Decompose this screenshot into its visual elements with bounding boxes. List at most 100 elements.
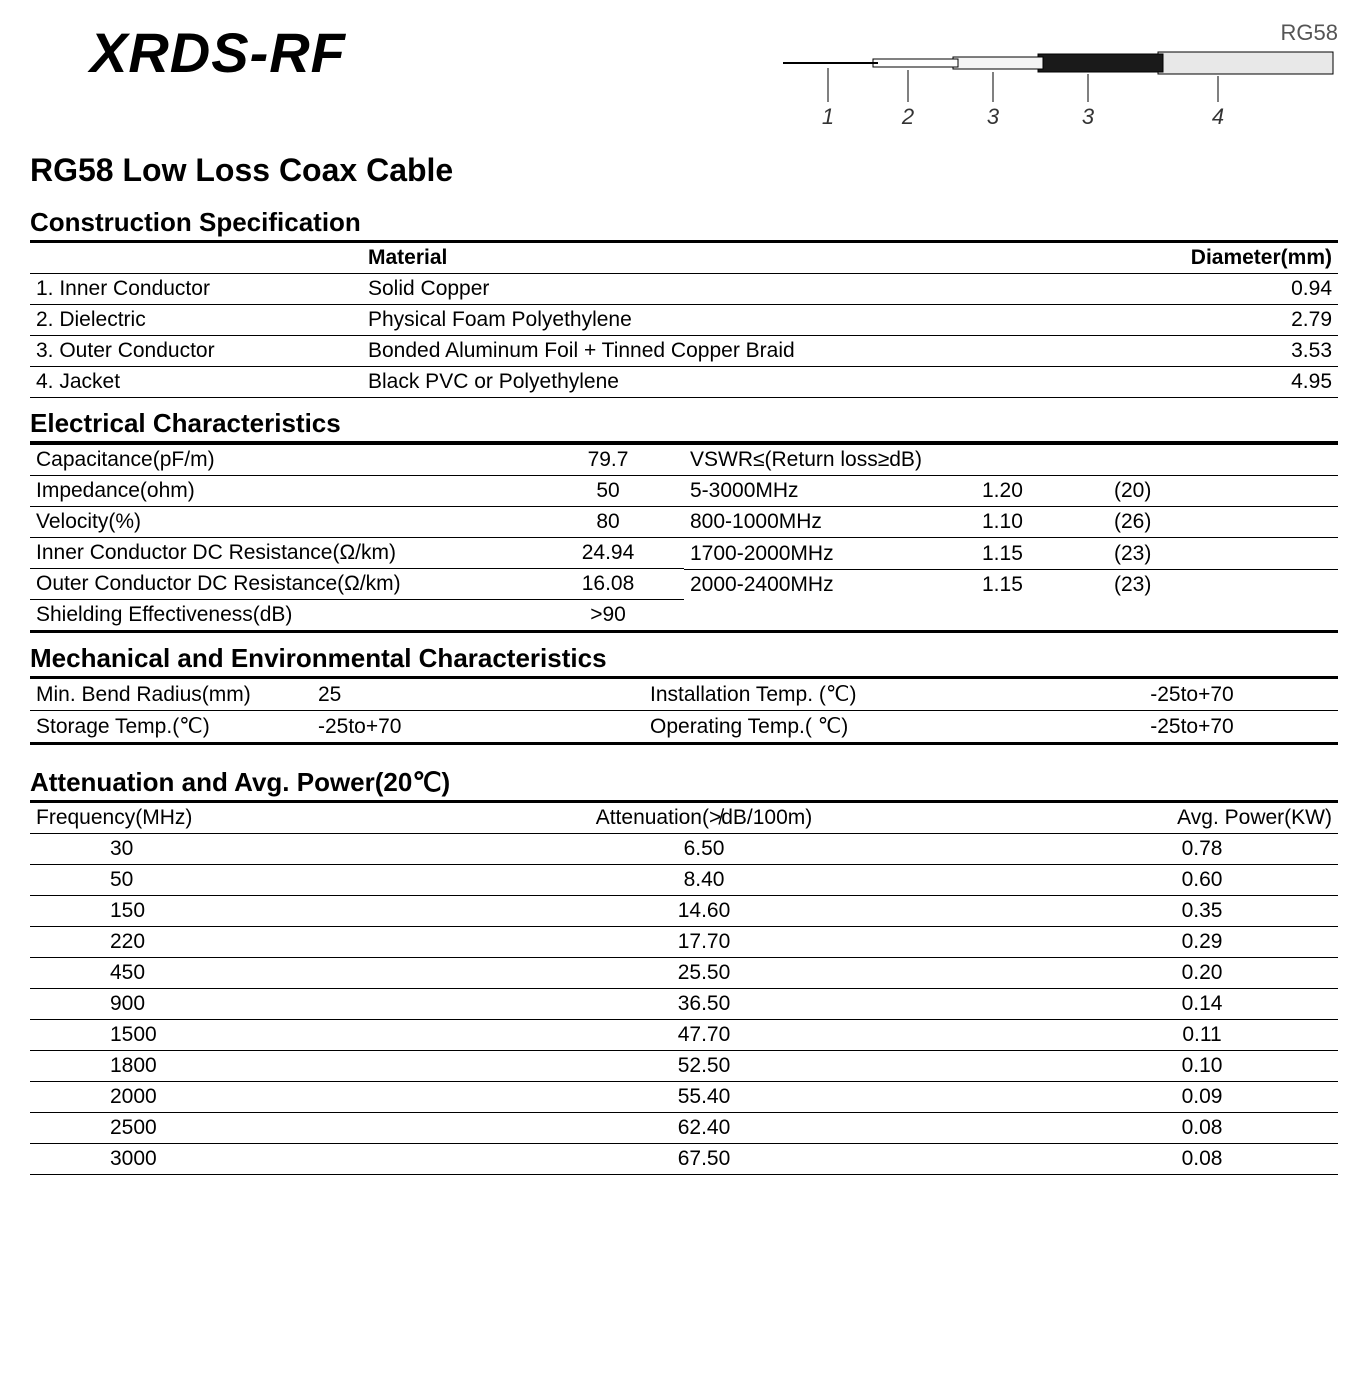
header: XRDS-RF RG58 1 2 3 3 4 bbox=[30, 20, 1338, 144]
freq-value: 220 bbox=[30, 927, 342, 958]
mech-label: Min. Bend Radius(mm) bbox=[30, 678, 312, 711]
elec-value: >90 bbox=[532, 600, 684, 631]
table-row: 200055.400.09 bbox=[30, 1082, 1338, 1113]
freq-value: 450 bbox=[30, 958, 342, 989]
atten-value: 67.50 bbox=[342, 1144, 1066, 1175]
freq-value: 1500 bbox=[30, 1020, 342, 1051]
vswr-range: 800-1000MHz bbox=[684, 507, 976, 538]
mech-value: 25 bbox=[312, 678, 644, 711]
power-value: 0.09 bbox=[1066, 1082, 1338, 1113]
svg-text:3: 3 bbox=[1082, 104, 1095, 129]
power-value: 0.08 bbox=[1066, 1113, 1338, 1144]
atten-value: 25.50 bbox=[342, 958, 1066, 989]
attenuation-table: Frequency(MHz) Attenuation(≯dB/100m) Avg… bbox=[30, 800, 1338, 1174]
part-label: 1. Inner Conductor bbox=[30, 274, 362, 305]
atten-value: 62.40 bbox=[342, 1113, 1066, 1144]
elec-value: 79.7 bbox=[532, 445, 684, 476]
power-value: 0.14 bbox=[1066, 989, 1338, 1020]
power-value: 0.10 bbox=[1066, 1051, 1338, 1082]
vswr-range: 5-3000MHz bbox=[684, 476, 976, 507]
freq-value: 30 bbox=[30, 834, 342, 865]
col-diameter: Diameter(mm) bbox=[1126, 242, 1338, 274]
elec-value: 24.94 bbox=[532, 538, 684, 569]
atten-value: 47.70 bbox=[342, 1020, 1066, 1051]
table-row: 90036.500.14 bbox=[30, 989, 1338, 1020]
table-row: 22017.700.29 bbox=[30, 927, 1338, 958]
col-material: Material bbox=[362, 242, 1126, 274]
vswr-value: 1.15 bbox=[976, 569, 1108, 600]
vswr-value: 1.10 bbox=[976, 507, 1108, 538]
electrical-right-table: VSWR≤(Return loss≥dB) 5-3000MHz1.20(20) … bbox=[684, 444, 1338, 630]
return-loss: (23) bbox=[1108, 569, 1338, 600]
vswr-header: VSWR≤(Return loss≥dB) bbox=[684, 445, 1338, 476]
power-value: 0.08 bbox=[1066, 1144, 1338, 1175]
atten-value: 17.70 bbox=[342, 927, 1066, 958]
mech-label: Installation Temp. (℃) bbox=[644, 678, 1046, 711]
part-label: 2. Dielectric bbox=[30, 305, 362, 336]
power-value: 0.29 bbox=[1066, 927, 1338, 958]
section-electrical-title: Electrical Characteristics bbox=[30, 408, 1338, 439]
elec-value: 80 bbox=[532, 507, 684, 538]
part-label: 3. Outer Conductor bbox=[30, 336, 362, 367]
diameter-value: 2.79 bbox=[1126, 305, 1338, 336]
diameter-value: 0.94 bbox=[1126, 274, 1338, 305]
elec-label: Velocity(%) bbox=[30, 507, 532, 538]
atten-value: 36.50 bbox=[342, 989, 1066, 1020]
return-loss: (26) bbox=[1108, 507, 1338, 538]
atten-value: 6.50 bbox=[342, 834, 1066, 865]
mechanical-table: Min. Bend Radius(mm) 25 Installation Tem… bbox=[30, 676, 1338, 742]
vswr-value: 1.15 bbox=[976, 538, 1108, 569]
svg-text:4: 4 bbox=[1212, 104, 1224, 129]
section-mechanical-title: Mechanical and Environmental Characteris… bbox=[30, 643, 1338, 674]
diagram-model-label: RG58 bbox=[1281, 20, 1338, 46]
mech-value: -25to+70 bbox=[1046, 678, 1338, 711]
part-label: 4. Jacket bbox=[30, 367, 362, 398]
table-row: 45025.500.20 bbox=[30, 958, 1338, 989]
mech-value: -25to+70 bbox=[312, 711, 644, 743]
mech-label: Operating Temp.( ℃) bbox=[644, 711, 1046, 743]
construction-table: Material Diameter(mm) 1. Inner Conductor… bbox=[30, 240, 1338, 397]
return-loss: (20) bbox=[1108, 476, 1338, 507]
col-power: Avg. Power(KW) bbox=[1066, 802, 1338, 834]
material-value: Black PVC or Polyethylene bbox=[362, 367, 1126, 398]
elec-label: Impedance(ohm) bbox=[30, 476, 532, 507]
col-frequency: Frequency(MHz) bbox=[30, 802, 342, 834]
material-value: Physical Foam Polyethylene bbox=[362, 305, 1126, 336]
power-value: 0.35 bbox=[1066, 896, 1338, 927]
freq-value: 150 bbox=[30, 896, 342, 927]
svg-text:1: 1 bbox=[822, 104, 834, 129]
power-value: 0.20 bbox=[1066, 958, 1338, 989]
svg-text:2: 2 bbox=[901, 104, 914, 129]
elec-value: 16.08 bbox=[532, 569, 684, 600]
section-attenuation-title: Attenuation and Avg. Power(20℃) bbox=[30, 767, 1338, 798]
vswr-value: 1.20 bbox=[976, 476, 1108, 507]
table-row: 15014.600.35 bbox=[30, 896, 1338, 927]
diameter-value: 4.95 bbox=[1126, 367, 1338, 398]
brand-logo: XRDS-RF bbox=[90, 20, 346, 85]
table-row: 150047.700.11 bbox=[30, 1020, 1338, 1051]
mech-value: -25to+70 bbox=[1046, 711, 1338, 743]
power-value: 0.78 bbox=[1066, 834, 1338, 865]
elec-label: Shielding Effectiveness(dB) bbox=[30, 600, 532, 631]
return-loss: (23) bbox=[1108, 538, 1338, 569]
elec-label: Outer Conductor DC Resistance(Ω/km) bbox=[30, 569, 532, 600]
freq-value: 1800 bbox=[30, 1051, 342, 1082]
power-value: 0.60 bbox=[1066, 865, 1338, 896]
atten-value: 14.60 bbox=[342, 896, 1066, 927]
table-row: 508.400.60 bbox=[30, 865, 1338, 896]
material-value: Solid Copper bbox=[362, 274, 1126, 305]
col-attenuation: Attenuation(≯dB/100m) bbox=[342, 802, 1066, 834]
elec-label: Capacitance(pF/m) bbox=[30, 445, 532, 476]
cable-diagram: RG58 1 2 3 3 4 bbox=[778, 20, 1338, 144]
atten-value: 8.40 bbox=[342, 865, 1066, 896]
freq-value: 3000 bbox=[30, 1144, 342, 1175]
product-title: RG58 Low Loss Coax Cable bbox=[30, 152, 1338, 189]
section-construction-title: Construction Specification bbox=[30, 207, 1338, 238]
elec-value: 50 bbox=[532, 476, 684, 507]
power-value: 0.11 bbox=[1066, 1020, 1338, 1051]
material-value: Bonded Aluminum Foil + Tinned Copper Bra… bbox=[362, 336, 1126, 367]
table-row: 300067.500.08 bbox=[30, 1144, 1338, 1175]
elec-label: Inner Conductor DC Resistance(Ω/km) bbox=[30, 538, 532, 569]
vswr-range: 2000-2400MHz bbox=[684, 569, 976, 600]
table-row: 306.500.78 bbox=[30, 834, 1338, 865]
